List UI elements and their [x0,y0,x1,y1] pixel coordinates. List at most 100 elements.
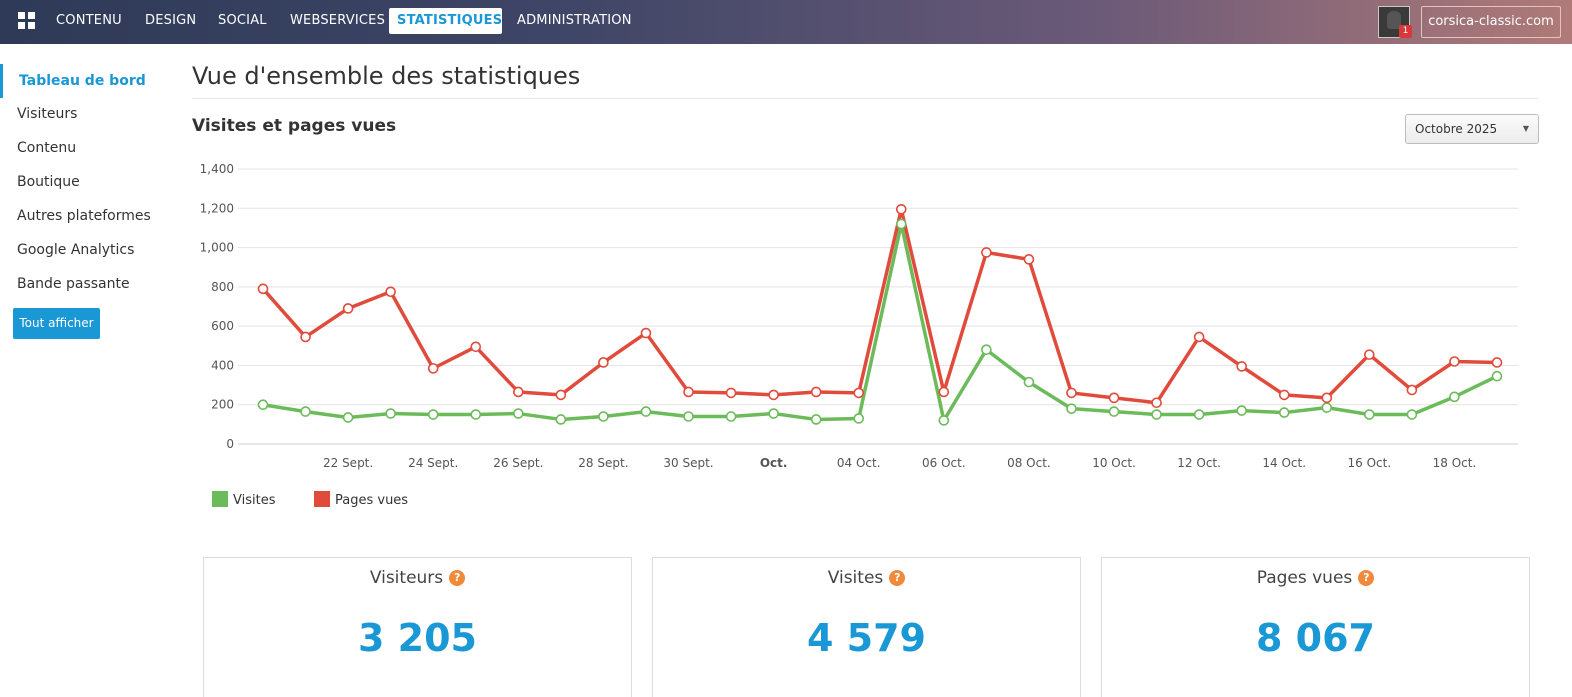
site-button[interactable]: corsica-classic.com [1421,6,1561,38]
data-point [257,283,269,295]
sidebar-item-boutique[interactable]: Boutique [17,174,80,190]
nav-administration[interactable]: ADMINISTRATION [517,13,632,28]
data-point [768,408,779,419]
data-point [1193,409,1205,420]
stat-card-label: Pages vues [1256,568,1353,588]
nav-contenu[interactable]: CONTENU [56,13,122,28]
month-select-value: Octobre 2025 [1415,122,1498,136]
data-point [1236,405,1247,416]
x-tick-label: 12 Oct. [1177,456,1221,470]
data-point [1364,409,1375,420]
data-point [1023,376,1035,388]
data-point [981,247,992,258]
data-point [981,344,992,356]
data-point [1066,403,1077,414]
legend-label: Pages vues [335,493,408,508]
data-point [1406,409,1418,420]
stat-card-value: 4 579 [807,616,926,660]
data-point [598,411,609,422]
data-point [427,363,439,374]
x-tick-label: 26 Sept. [493,456,543,470]
stat-card-label: Visiteurs [369,568,444,588]
top-navbar: CONTENU DESIGN SOCIAL WEBSERVICES STATIS… [0,0,1572,44]
sidebar-item-google-analytics[interactable]: Google Analytics [17,242,135,258]
stat-card-title: Visiteurs? [204,568,631,588]
sidebar-item-contenu[interactable]: Contenu [17,140,77,156]
stat-card-pages-vues: Pages vues? 8 067 [1101,557,1530,697]
avatar-image [1387,11,1401,29]
data-point [725,387,737,399]
data-point [1236,361,1247,372]
x-tick-label: Oct. [760,456,788,470]
data-point [683,411,694,422]
user-avatar[interactable]: 1 [1378,6,1412,38]
sidebar-item-bande-passante[interactable]: Bande passante [17,276,130,292]
data-point [300,406,311,417]
data-point [1108,392,1120,404]
y-tick-label: 1,200 [200,201,234,215]
stat-card-value: 3 205 [358,616,477,660]
data-point [470,409,482,420]
data-point [427,409,439,420]
y-tick-label: 400 [211,358,234,372]
visits-pageviews-chart: 0 200 400 600 800 1,000 1,200 1,400 22 Sept. 24 S… [200,162,1518,508]
data-point [555,414,567,425]
x-tick-label: 18 Oct. [1433,456,1477,470]
stat-card-value: 8 067 [1256,616,1375,660]
notification-badge: 1 [1399,25,1412,38]
stat-card-visiteurs: Visiteurs? 3 205 [203,557,632,697]
series-line-visites [262,222,1498,423]
x-tick-label: 16 Oct. [1348,456,1392,470]
help-icon[interactable]: ? [889,570,906,586]
data-point [1449,391,1460,403]
apps-grid-icon[interactable] [18,12,36,30]
data-point [1108,406,1120,417]
data-point [640,406,652,417]
series-line-pages-vues [261,207,1498,405]
sidebar-item-tableau-de-bord[interactable]: Tableau de bord [0,64,170,98]
data-point [342,412,354,423]
legend-label: Visites [233,493,276,508]
data-point [1491,370,1503,382]
x-tick-label: 06 Oct. [922,456,966,470]
help-icon[interactable]: ? [1358,570,1375,586]
stat-card-visites: Visites? 4 579 [652,557,1081,697]
sidebar-item-autres-plateformes[interactable]: Autres plateformes [17,208,151,224]
data-point [853,387,865,399]
x-tick-label: 30 Sept. [663,456,713,470]
data-point [1321,392,1333,404]
page-title: Vue d'ensemble des statistiques [192,62,581,90]
data-point [1066,387,1077,399]
nav-social[interactable]: SOCIAL [218,13,267,28]
nav-design[interactable]: DESIGN [145,13,197,28]
nav-statistiques[interactable]: STATISTIQUES [389,8,502,34]
data-point [1023,254,1035,265]
data-point [513,386,524,398]
sidebar-item-visiteurs[interactable]: Visiteurs [17,106,78,122]
chevron-down-icon: ▼ [1522,124,1529,133]
data-point [300,331,311,343]
data-point [1193,331,1205,343]
data-point [1151,409,1162,420]
x-tick-label: 04 Oct. [837,456,881,470]
data-point [1278,407,1290,418]
data-point [640,327,652,339]
month-select[interactable]: Octobre 2025 ▼ [1405,114,1539,144]
help-icon[interactable]: ? [449,570,466,586]
show-all-button[interactable]: Tout afficher [13,308,100,339]
data-point [598,357,609,368]
legend-swatch [212,491,228,507]
y-tick-label: 0 [226,437,234,451]
data-point [257,399,269,411]
x-tick-label: 28 Sept. [578,456,628,470]
data-point [555,389,567,401]
nav-webservices[interactable]: WEBSERVICES [290,13,386,28]
data-point [470,341,482,353]
x-tick-label: 08 Oct. [1007,456,1051,470]
data-point [513,408,524,419]
title-divider [192,98,1538,99]
x-tick-label: 22 Sept. [323,456,373,470]
x-tick-label: 14 Oct. [1262,456,1306,470]
x-tick-label: 24 Sept. [408,456,458,470]
chart-section-title: Visites et pages vues [192,116,397,136]
